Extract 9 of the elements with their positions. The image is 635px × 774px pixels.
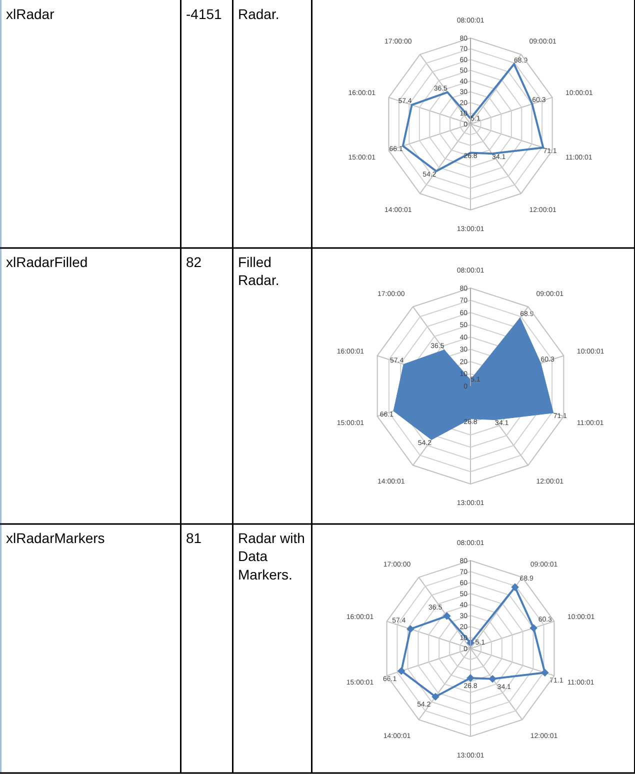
text: Radar. (238, 6, 280, 22)
text: xlRadar (6, 6, 55, 22)
text: 82 (186, 254, 202, 270)
text: -4151 (186, 6, 222, 22)
text: xlRadarMarkers (6, 530, 105, 546)
text: Filled Radar. (238, 254, 280, 288)
text: 81 (186, 530, 202, 546)
text: xlRadarFilled (6, 254, 88, 270)
text: Radar with Data Markers. (238, 530, 305, 582)
